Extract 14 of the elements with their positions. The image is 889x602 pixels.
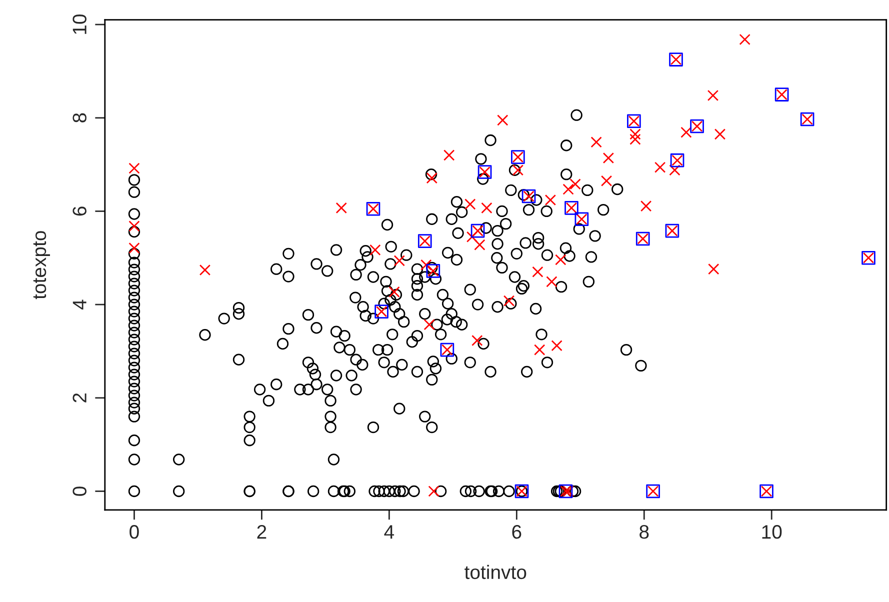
y-tick-label: 6 <box>72 206 86 216</box>
y-tick-label: 8 <box>72 113 86 122</box>
y-tick-label: 10 <box>72 14 86 34</box>
x-tick-label: 4 <box>384 525 394 539</box>
x-tick-label: 2 <box>257 524 266 539</box>
x-tick-label: 0 <box>130 524 139 539</box>
y-tick-label: 2 <box>72 393 86 402</box>
y-tick-label: 0 <box>72 486 86 496</box>
x-tick-label: 6 <box>512 524 522 539</box>
y-axis-title: totexpto <box>33 231 50 300</box>
x-tick-label: 8 <box>640 524 649 539</box>
y-tick-label: 4 <box>72 300 86 310</box>
x-tick-label: 10 <box>762 524 782 539</box>
x-axis-title: totinvto <box>464 564 526 580</box>
